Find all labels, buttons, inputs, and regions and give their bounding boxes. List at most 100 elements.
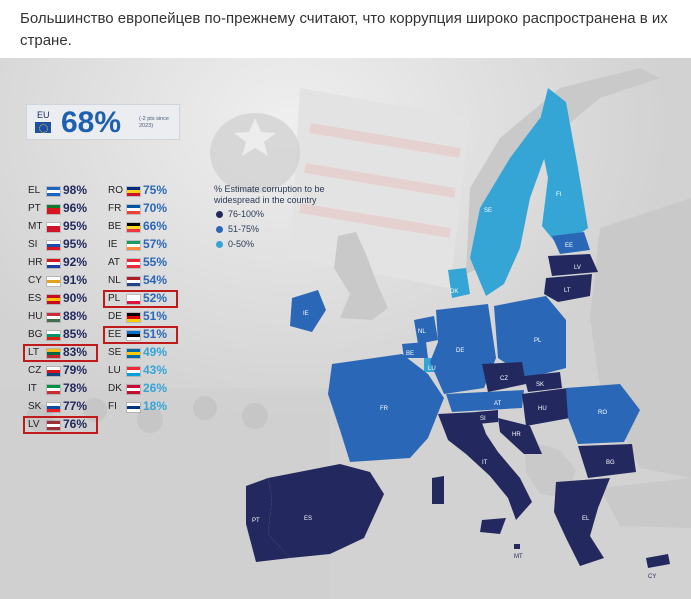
country-percent: 78% [63,381,88,395]
map-label-lt: LT [564,288,571,294]
country-percent: 26% [143,381,168,395]
map-label-at: AT [494,401,502,407]
map-hr [498,418,542,454]
country-percent: 95% [63,219,88,233]
legend-item-high: 76-100% [214,208,344,221]
map-non-eu-turkey [600,478,691,528]
eu-code: EU [37,110,50,120]
country-code: RO [108,185,123,196]
country-row-it: IT 78% [28,380,106,398]
map-label-pl: PL [534,338,542,344]
country-percent: 76% [63,417,88,431]
map-lv [548,254,598,276]
map-label-ro: RO [598,410,607,416]
flag-icon [46,366,61,377]
map-label-hu: HU [538,406,547,412]
country-code: CZ [28,365,42,376]
country-row-de: DE 51% [108,308,186,326]
map-cz [482,362,526,392]
map-pl [494,296,566,378]
map-label-se: SE [484,208,492,214]
country-code: CY [28,275,42,286]
country-code: LV [28,419,40,430]
country-percent: 77% [63,399,88,413]
legend-label: 76-100% [228,209,265,219]
flag-icon [46,402,61,413]
map-mt [514,544,520,549]
country-row-at: AT 55% [108,254,186,272]
country-code: BG [28,329,43,340]
flag-icon [46,258,61,269]
country-code: ES [28,293,42,304]
country-code: LU [108,365,121,376]
country-code: HU [28,311,43,322]
flag-icon [46,420,61,431]
map-label-it: IT [482,460,488,466]
eu-average-box: EU 68% (-2 pts since 2023) [26,104,180,140]
flag-icon [46,330,61,341]
country-percent: 54% [143,273,168,287]
map-label-bg: BG [606,460,615,466]
map-label-ee: EE [565,243,573,249]
country-percent: 57% [143,237,168,251]
flag-icon [126,276,141,287]
map-label-de: DE [456,348,464,354]
highlight-box [103,290,178,308]
europe-map: SE FI EE LV LT IE DK NL BE LU DE PL CZ S… [246,68,691,580]
country-list-left: EL 98% PT 96% MT 95% SI 95% HR 92% CY 91% ES 90% HU 88%… [23,182,106,434]
country-code: SI [28,239,38,250]
country-row-es: ES 90% [28,290,106,308]
legend-swatch [216,241,223,248]
country-percent: 88% [63,309,88,323]
flag-icon [46,240,61,251]
flag-icon [126,312,141,323]
map-de [430,304,496,394]
flag-icon [126,204,141,215]
map-label-es: ES [304,516,312,522]
country-code: FR [108,203,122,214]
map-at [446,390,524,412]
map-fr [328,354,444,462]
flag-icon [46,312,61,323]
map-label-be: BE [406,351,414,357]
country-row-ee: EE 51% [103,326,186,344]
country-percent: 18% [143,399,168,413]
map-label-hr: HR [512,432,521,438]
country-percent: 66% [143,219,168,233]
map-label-cy: CY [648,574,656,580]
country-row-hr: HR 92% [28,254,106,272]
country-percent: 95% [63,237,88,251]
legend-label: 0-50% [228,239,255,249]
country-percent: 75% [143,183,168,197]
map-label-cz: CZ [500,376,508,382]
map-label-el: EL [582,516,590,522]
country-code: EL [28,185,41,196]
highlight-box [23,416,98,434]
country-code: NL [108,275,121,286]
map-non-eu-uk [334,232,388,320]
map-lt [544,274,592,302]
country-percent: 98% [63,183,88,197]
country-code: DE [108,311,122,322]
map-label-nl: NL [418,329,426,335]
map-fi [538,88,588,248]
country-code: PT [28,203,41,214]
map-bg [578,444,636,478]
country-row-lu: LU 43% [108,362,186,380]
eu-average-value: 68% [61,106,122,139]
country-percent: 55% [143,255,168,269]
flag-icon [46,204,61,215]
flag-icon [126,348,141,359]
map-it [438,412,532,520]
country-row-nl: NL 54% [108,272,186,290]
map-label-ie: IE [303,311,309,317]
map-it-sicily [480,518,506,534]
flag-icon [126,294,141,305]
flag-icon [46,294,61,305]
highlight-box [23,344,98,362]
country-code: LT [28,347,39,358]
country-code: MT [28,221,43,232]
eu-change-note: (-2 pts since 2023) [139,116,169,129]
country-row-be: BE 66% [108,218,186,236]
country-percent: 92% [63,255,88,269]
